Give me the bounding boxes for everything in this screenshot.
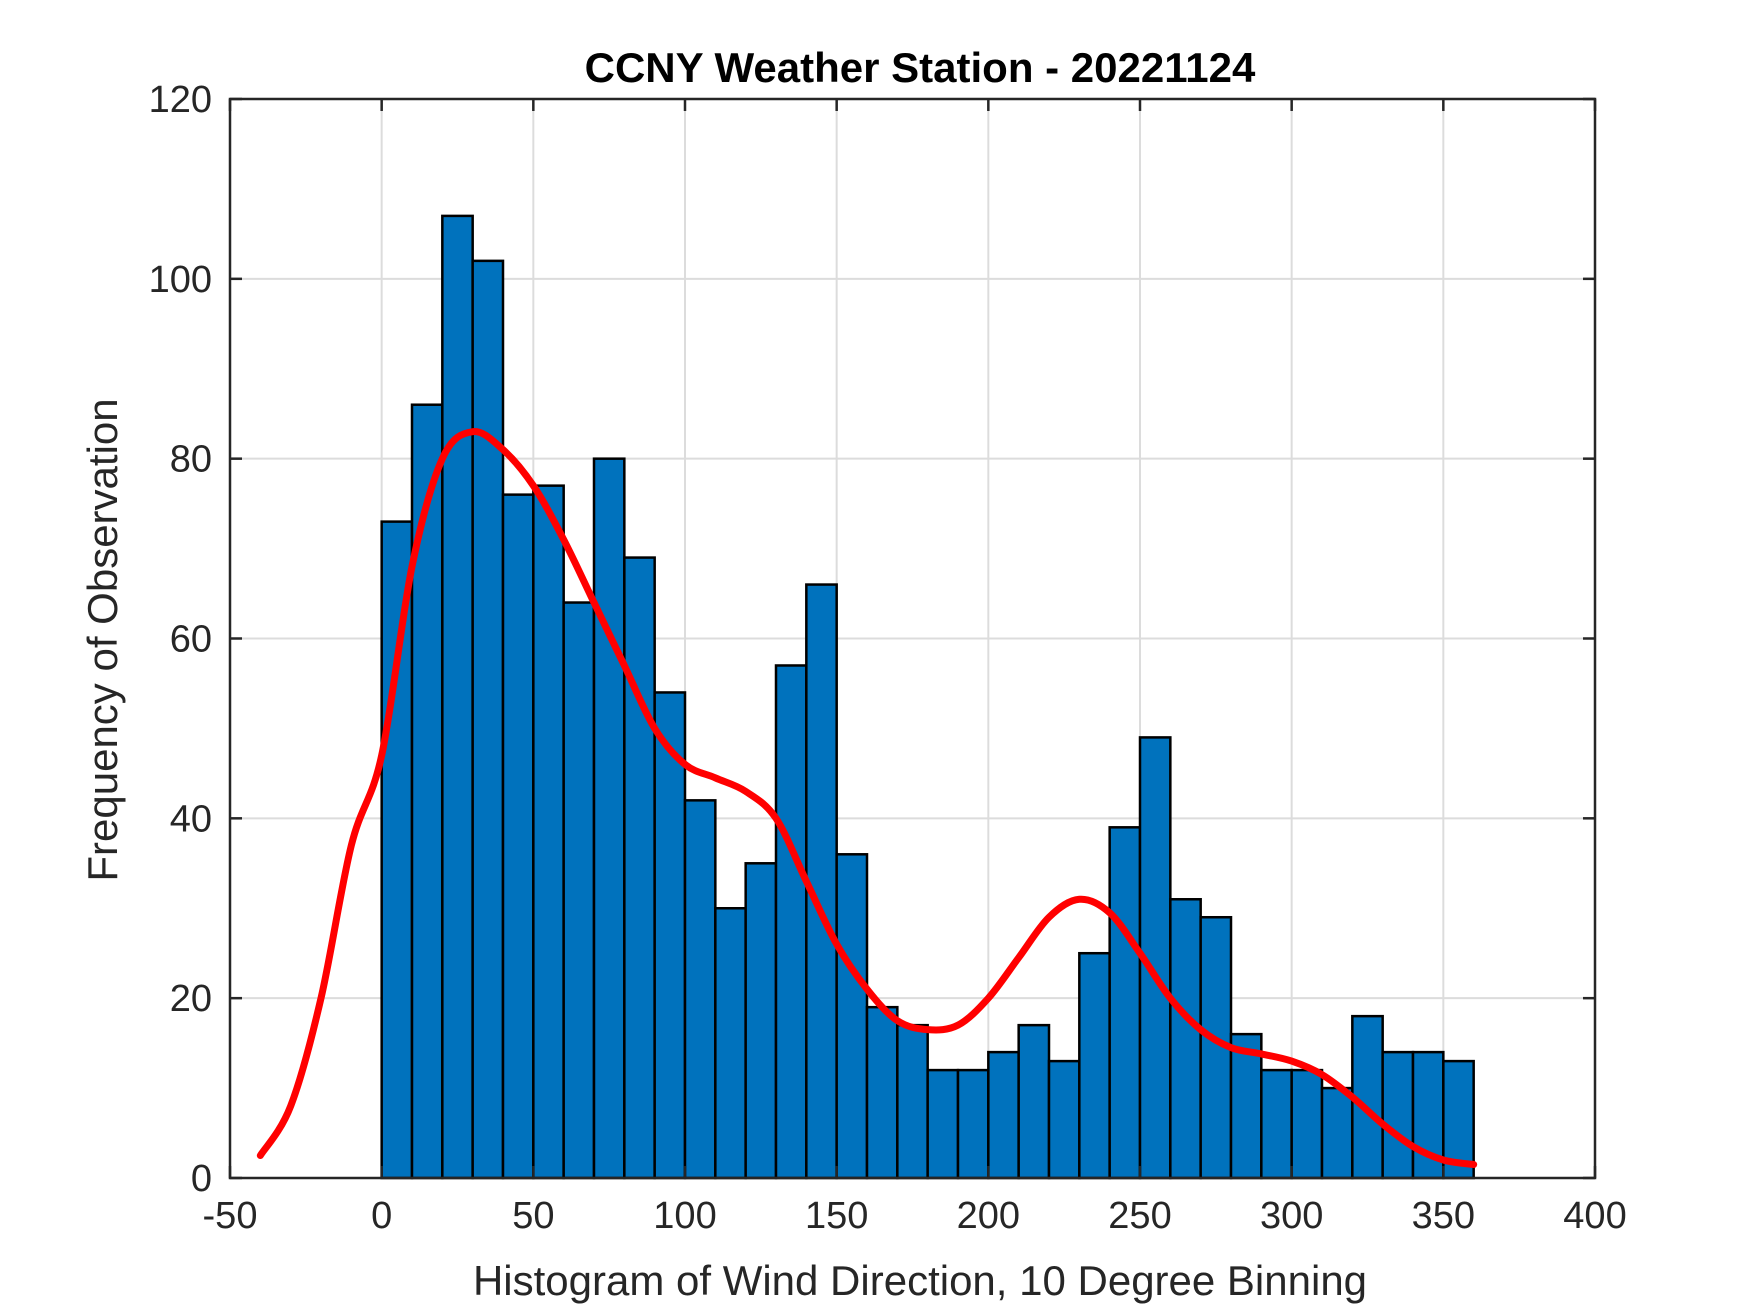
x-tick-label: -50 — [203, 1195, 258, 1237]
x-tick-labels: -50 0 50 100 150 200 250 300 350 400 — [203, 1195, 1627, 1237]
histogram-bar — [471, 259, 505, 1180]
y-tick-label: 0 — [191, 1158, 212, 1200]
y-tick-label: 100 — [149, 259, 212, 301]
histogram-bar — [987, 1050, 1020, 1180]
x-axis-label: Histogram of Wind Direction, 10 Degree B… — [473, 1257, 1367, 1304]
histogram-bar — [1290, 1068, 1324, 1180]
histogram-bar — [744, 862, 778, 1180]
chart-title: CCNY Weather Station - 20221124 — [585, 44, 1256, 91]
y-tick-label: 80 — [170, 439, 212, 481]
histogram-bar — [1108, 826, 1142, 1180]
histogram-bar — [562, 601, 596, 1180]
x-tick-label: 100 — [653, 1195, 716, 1237]
y-tick-labels: 0 20 40 60 80 100 120 — [149, 79, 212, 1200]
histogram-bar — [1260, 1068, 1293, 1180]
histogram-bar — [956, 1068, 990, 1180]
histogram-bar — [926, 1068, 960, 1180]
y-tick-label: 60 — [170, 619, 212, 661]
histogram-bar — [1169, 898, 1202, 1180]
histogram-bar — [1078, 951, 1111, 1180]
histogram-bar — [623, 556, 656, 1180]
fit-curve-line — [256, 428, 1478, 1169]
histogram-bar — [592, 457, 626, 1180]
histogram-bar — [714, 907, 747, 1180]
x-tick-label: 350 — [1412, 1195, 1475, 1237]
x-tick-label: 300 — [1260, 1195, 1323, 1237]
histogram-bar — [1017, 1023, 1051, 1180]
y-axis-label: Frequency of Observation — [79, 398, 126, 881]
histogram-bar — [532, 484, 565, 1180]
x-tick-label: 150 — [805, 1195, 868, 1237]
histogram-bar — [653, 691, 687, 1180]
histogram-bar — [380, 520, 414, 1180]
histogram-bar — [1381, 1050, 1415, 1180]
x-tick-label: 200 — [957, 1195, 1020, 1237]
y-tick-label: 40 — [170, 798, 212, 840]
x-tick-label: 0 — [371, 1195, 392, 1237]
histogram-bar — [805, 583, 838, 1180]
histogram-bar — [896, 1023, 929, 1180]
histogram-bar — [441, 214, 474, 1180]
y-tick-label: 120 — [149, 79, 212, 121]
x-tick-label: 250 — [1108, 1195, 1171, 1237]
x-tick-label: 400 — [1563, 1195, 1626, 1237]
histogram-bar — [683, 799, 717, 1180]
histogram-bar — [410, 403, 444, 1180]
x-tick-label: 50 — [512, 1195, 554, 1237]
histogram-bars — [380, 214, 1475, 1180]
tick-marks — [228, 97, 1597, 1180]
histogram-bar — [501, 493, 535, 1180]
histogram-bar — [1047, 1059, 1081, 1180]
histogram-bar — [835, 853, 869, 1180]
y-tick-label: 20 — [170, 978, 212, 1020]
histogram-bar — [774, 664, 808, 1180]
fit-curve-group — [256, 428, 1478, 1169]
histogram-bar — [1320, 1086, 1354, 1180]
histogram-bar — [865, 1005, 899, 1180]
